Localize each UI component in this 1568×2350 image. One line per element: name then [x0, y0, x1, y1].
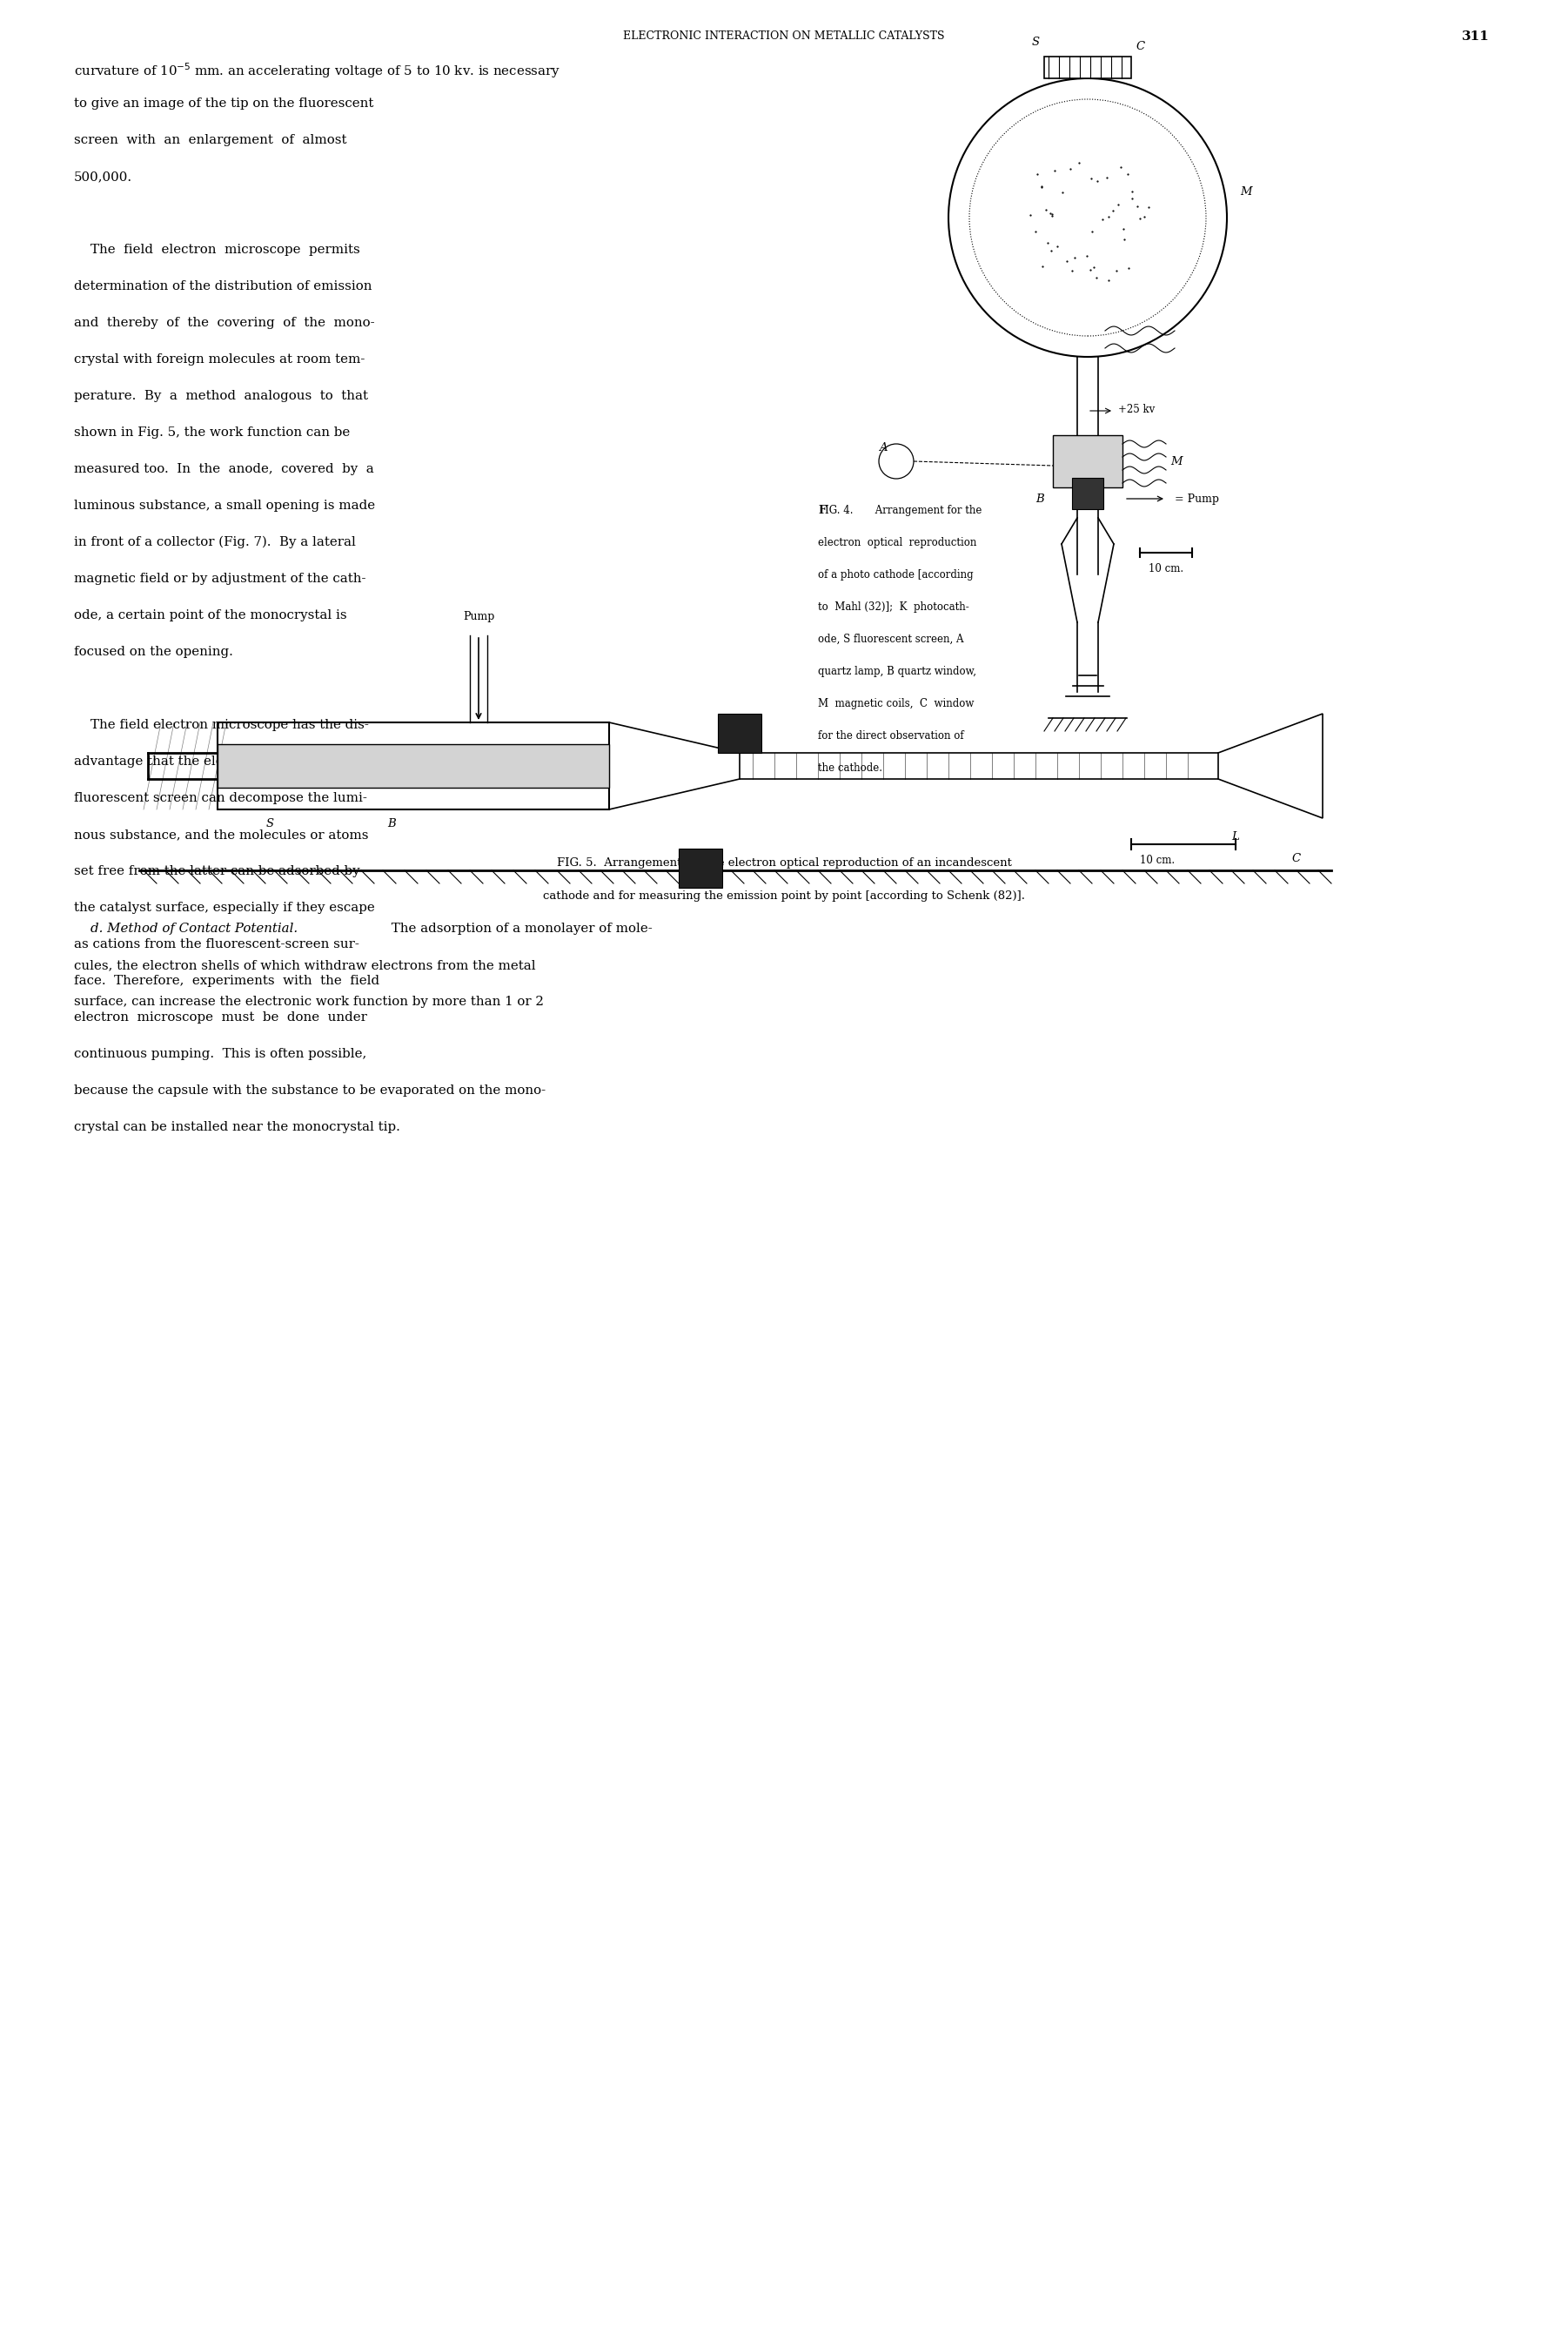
Text: K: K	[726, 724, 735, 736]
Text: C: C	[1292, 853, 1301, 865]
Text: M: M	[1170, 456, 1182, 468]
Text: as cations from the fluorescent-screen sur-: as cations from the fluorescent-screen s…	[74, 938, 359, 949]
Text: IG. 4.: IG. 4.	[825, 505, 853, 517]
Text: luminous substance, a small opening is made: luminous substance, a small opening is m…	[74, 501, 375, 512]
Text: determination of the distribution of emission: determination of the distribution of emi…	[74, 280, 372, 291]
Text: = Pump: = Pump	[1174, 494, 1218, 505]
Text: A: A	[279, 757, 287, 768]
Text: 311: 311	[1461, 31, 1490, 42]
Text: 10 cm.: 10 cm.	[1149, 564, 1184, 573]
Text: F: F	[818, 505, 826, 517]
Text: for the direct observation of: for the direct observation of	[818, 731, 964, 743]
Text: crystal with foreign molecules at room tem-: crystal with foreign molecules at room t…	[74, 352, 365, 367]
Text: S: S	[265, 818, 274, 830]
Text: Arrangement for the: Arrangement for the	[872, 505, 982, 517]
Text: cathode and for measuring the emission point by point [according to Schenk (82)]: cathode and for measuring the emission p…	[543, 891, 1025, 902]
Text: electron  microscope  must  be  done  under: electron microscope must be done under	[74, 1010, 367, 1025]
Text: M: M	[1240, 186, 1251, 197]
Text: B: B	[1036, 494, 1044, 505]
Text: A: A	[880, 442, 887, 454]
Text: curvature of 10$^{-5}$ mm. an accelerating voltage of 5 to 10 kv. is necessary: curvature of 10$^{-5}$ mm. an accelerati…	[74, 61, 560, 80]
Text: set free from the latter can be adsorbed by: set free from the latter can be adsorbed…	[74, 865, 361, 877]
Text: of a photo cathode [according: of a photo cathode [according	[818, 569, 974, 580]
Text: ode, S fluorescent screen, A: ode, S fluorescent screen, A	[818, 634, 964, 644]
Text: +25 kv: +25 kv	[1118, 404, 1156, 414]
Text: Pump: Pump	[463, 611, 494, 623]
Bar	[1044, 56, 1131, 78]
Text: The adsorption of a monolayer of mole-: The adsorption of a monolayer of mole-	[387, 924, 652, 935]
Text: electron  optical  reproduction: electron optical reproduction	[818, 538, 977, 548]
Text: advantage that the electrons impinging the: advantage that the electrons impinging t…	[74, 754, 362, 768]
Text: shown in Fig. 5, the work function can be: shown in Fig. 5, the work function can b…	[74, 425, 350, 439]
Text: ode, a certain point of the monocrystal is: ode, a certain point of the monocrystal …	[74, 609, 347, 620]
Text: crystal can be installed near the monocrystal tip.: crystal can be installed near the monocr…	[74, 1121, 400, 1133]
Bar	[218, 721, 608, 808]
Text: focused on the opening.: focused on the opening.	[74, 646, 234, 658]
Bar	[679, 848, 723, 888]
Text: M  magnetic coils,  C  window: M magnetic coils, C window	[818, 698, 974, 710]
Bar	[718, 714, 762, 752]
Text: C: C	[1135, 40, 1145, 52]
Text: L: L	[1232, 832, 1239, 844]
Text: 10 cm.: 10 cm.	[1140, 855, 1174, 867]
Text: FIG. 5.  Arrangement for the electron optical reproduction of an incandescent: FIG. 5. Arrangement for the electron opt…	[557, 858, 1011, 870]
Text: screen  with  an  enlargement  of  almost: screen with an enlargement of almost	[74, 134, 347, 146]
Bar	[218, 745, 608, 787]
Text: quartz lamp, B quartz window,: quartz lamp, B quartz window,	[818, 665, 977, 677]
Text: nous substance, and the molecules or atoms: nous substance, and the molecules or ato…	[74, 830, 368, 841]
Text: The  field  electron  microscope  permits: The field electron microscope permits	[74, 244, 361, 256]
Text: to give an image of the tip on the fluorescent: to give an image of the tip on the fluor…	[74, 96, 373, 110]
Text: continuous pumping.  This is often possible,: continuous pumping. This is often possib…	[74, 1048, 367, 1060]
Bar	[1052, 435, 1123, 486]
Bar	[1073, 477, 1104, 510]
Text: ELECTRONIC INTERACTION ON METALLIC CATALYSTS: ELECTRONIC INTERACTION ON METALLIC CATAL…	[622, 31, 946, 42]
Polygon shape	[1218, 714, 1323, 818]
Text: cules, the electron shells of which withdraw electrons from the metal: cules, the electron shells of which with…	[74, 959, 536, 971]
Text: d. Method of Contact Potential.: d. Method of Contact Potential.	[74, 924, 298, 935]
Text: to  Mahl (32)];  K  photocath-: to Mahl (32)]; K photocath-	[818, 602, 969, 613]
Text: 500,000.: 500,000.	[74, 172, 132, 183]
Text: B: B	[387, 818, 395, 830]
Text: the catalyst surface, especially if they escape: the catalyst surface, especially if they…	[74, 902, 375, 914]
Text: the cathode.: the cathode.	[818, 761, 883, 773]
Text: measured too.  In  the  anode,  covered  by  a: measured too. In the anode, covered by a	[74, 463, 373, 475]
Text: fluorescent screen can decompose the lumi-: fluorescent screen can decompose the lum…	[74, 792, 367, 804]
Text: face.  Therefore,  experiments  with  the  field: face. Therefore, experiments with the fi…	[74, 975, 379, 987]
Text: and  thereby  of  the  covering  of  the  mono-: and thereby of the covering of the mono-	[74, 317, 375, 329]
Text: The field electron microscope has the dis-: The field electron microscope has the di…	[74, 719, 368, 731]
Text: because the capsule with the substance to be evaporated on the mono-: because the capsule with the substance t…	[74, 1083, 546, 1097]
Text: magnetic field or by adjustment of the cath-: magnetic field or by adjustment of the c…	[74, 573, 365, 585]
Text: surface, can increase the electronic work function by more than 1 or 2: surface, can increase the electronic wor…	[74, 996, 544, 1008]
Text: perature.  By  a  method  analogous  to  that: perature. By a method analogous to that	[74, 390, 368, 402]
Text: in front of a collector (Fig. 7).  By a lateral: in front of a collector (Fig. 7). By a l…	[74, 536, 356, 548]
Text: K: K	[1107, 472, 1115, 484]
Text: S: S	[1032, 38, 1040, 47]
